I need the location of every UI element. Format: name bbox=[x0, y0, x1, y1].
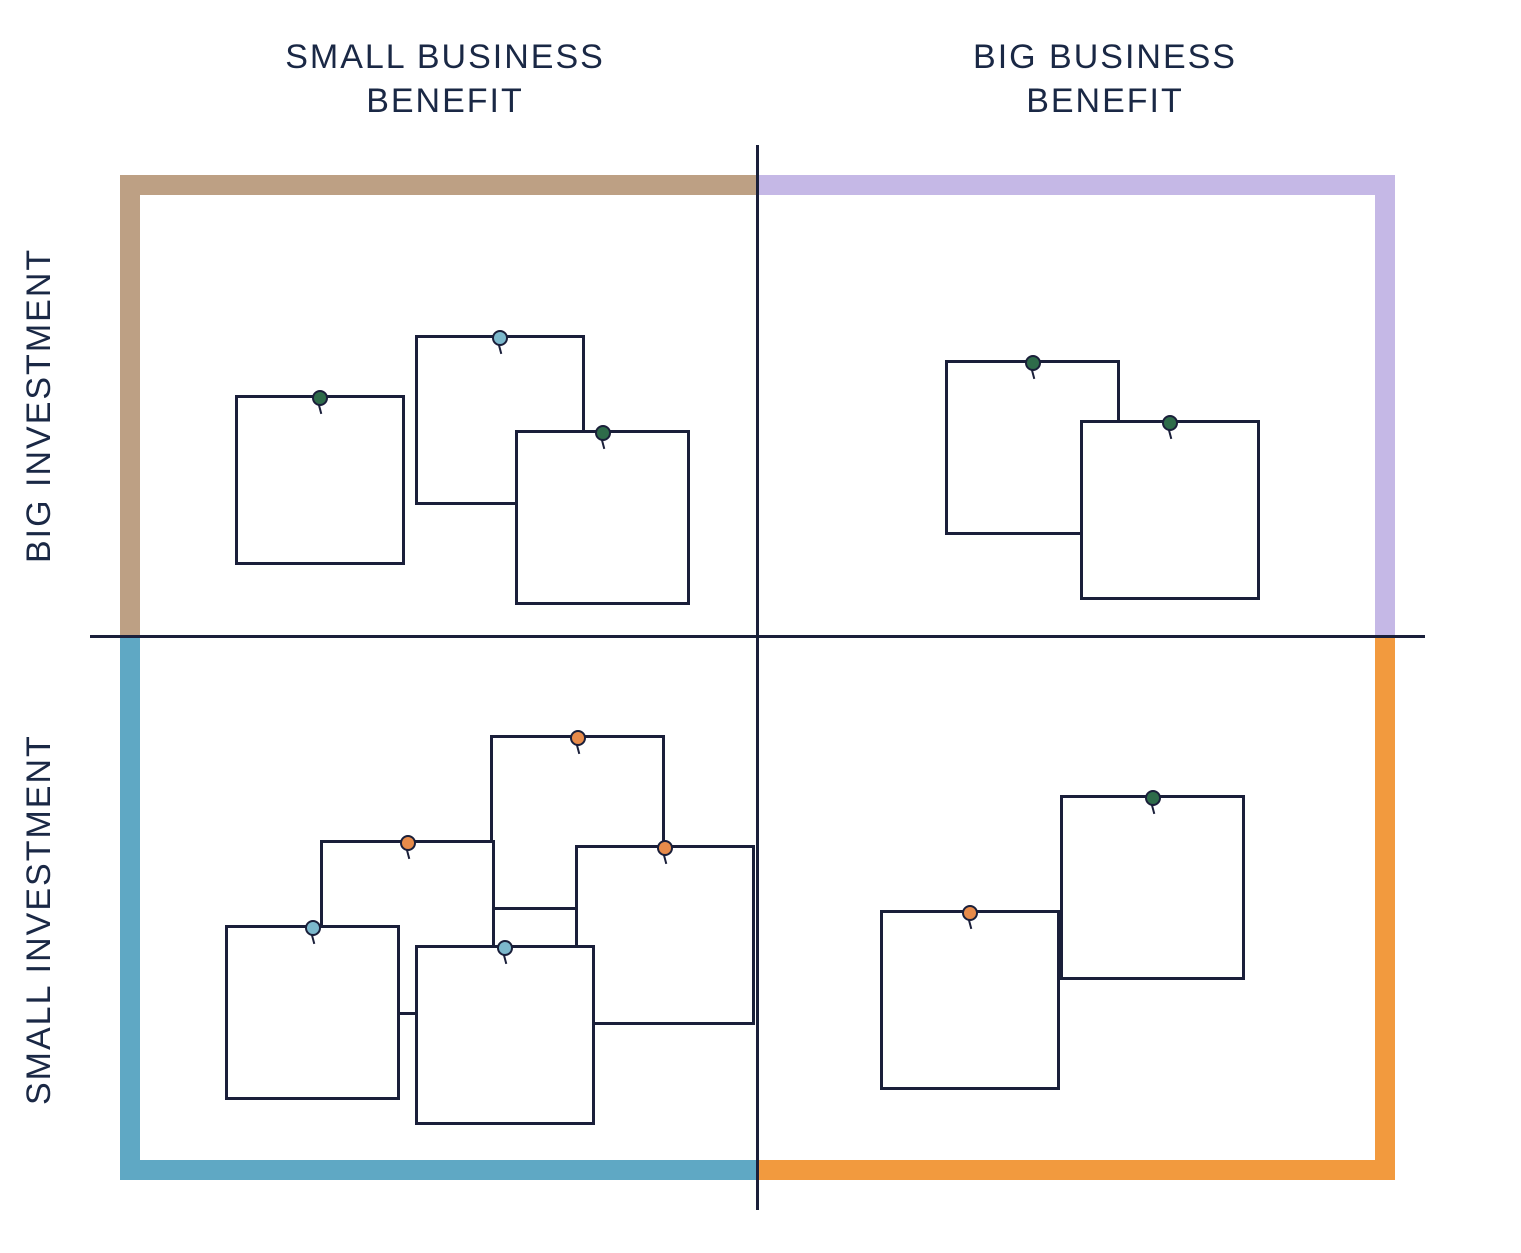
pin-icon bbox=[400, 835, 416, 851]
pin-icon bbox=[962, 905, 978, 921]
pin-icon bbox=[312, 390, 328, 406]
row-header-small-investment: SMALL INVESTMENT bbox=[20, 655, 59, 1185]
matrix-grid bbox=[120, 175, 1395, 1180]
sticky-note bbox=[1060, 795, 1245, 980]
matrix-diagram: SMALL BUSINESSBENEFIT BIG BUSINESSBENEFI… bbox=[120, 35, 1450, 1205]
pin-icon bbox=[492, 330, 508, 346]
frame-bottom-left bbox=[120, 1160, 756, 1180]
row-header-big-investment: BIG INVESTMENT bbox=[20, 190, 59, 620]
frame-top-left bbox=[120, 175, 756, 195]
column-header-big-benefit: BIG BUSINESSBENEFIT bbox=[820, 35, 1390, 123]
frame-bottom-right bbox=[1375, 635, 1395, 1180]
axis-vertical bbox=[756, 145, 759, 1210]
sticky-note bbox=[515, 430, 690, 605]
pin-icon bbox=[1162, 415, 1178, 431]
pin-icon bbox=[595, 425, 611, 441]
pin-icon bbox=[570, 730, 586, 746]
sticky-note bbox=[415, 945, 595, 1125]
pin-icon bbox=[305, 920, 321, 936]
pin-icon bbox=[657, 840, 673, 856]
frame-bottom-left bbox=[120, 635, 140, 1180]
frame-top-right bbox=[756, 175, 1395, 195]
pin-icon bbox=[1145, 790, 1161, 806]
sticky-note bbox=[225, 925, 400, 1100]
sticky-note bbox=[1080, 420, 1260, 600]
frame-top-left bbox=[120, 175, 140, 635]
column-header-small-benefit: SMALL BUSINESSBENEFIT bbox=[160, 35, 730, 123]
frame-bottom-right bbox=[756, 1160, 1395, 1180]
frame-top-right bbox=[1375, 175, 1395, 635]
pin-icon bbox=[497, 940, 513, 956]
sticky-note bbox=[880, 910, 1060, 1090]
pin-icon bbox=[1025, 355, 1041, 371]
sticky-note bbox=[235, 395, 405, 565]
sticky-note bbox=[575, 845, 755, 1025]
